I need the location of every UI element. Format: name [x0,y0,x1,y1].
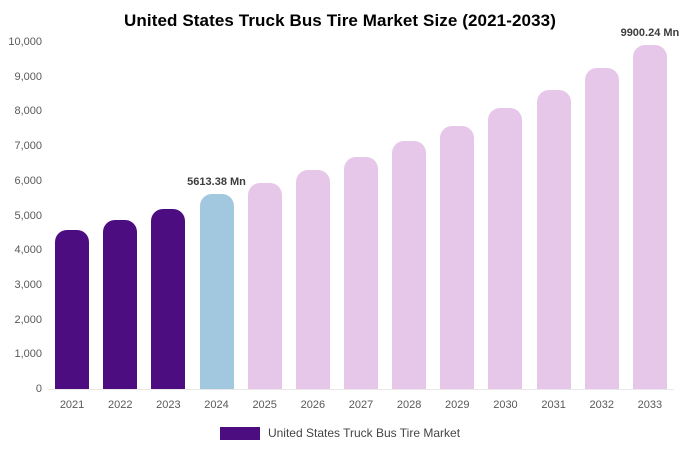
y-axis-tick-label: 9,000 [14,70,42,83]
x-axis-tick-label: 2025 [252,399,277,411]
bar-2026[interactable] [295,170,330,389]
bar-2030[interactable] [488,107,523,389]
y-axis-tick-label: 2,000 [14,313,42,326]
x-axis-tick-label: 2023 [156,399,181,411]
y-axis-tick-label: 1,000 [14,348,42,361]
bar-2033[interactable] [632,45,667,389]
bar-value-annotation: 5613.38 Mn [187,176,246,189]
x-axis-tick-label: 2022 [107,399,133,411]
legend-label: United States Truck Bus Tire Market [267,426,461,440]
y-axis-tick-label: 0 [35,383,42,395]
bar-2028[interactable] [392,141,427,389]
bar-2024[interactable] [199,194,234,389]
x-axis-tick-label: 2027 [348,399,374,411]
bar-2022[interactable] [103,219,138,389]
x-axis-tick-label: 2029 [445,399,470,411]
y-axis-tick-label: 4,000 [14,244,42,257]
y-axis-tick-label: 10,000 [8,36,42,48]
bar-2031[interactable] [536,89,571,389]
chart-title: United States Truck Bus Tire Market Size… [124,11,556,30]
y-axis-tick-label: 8,000 [14,105,42,118]
y-axis-tick-label: 7,000 [14,140,42,153]
x-axis-tick-label: 2028 [396,399,422,411]
x-axis-tick-label: 2032 [589,399,614,411]
x-axis-tick-label: 2033 [637,399,663,411]
x-axis-tick-label: 2021 [59,399,85,411]
bar-value-annotation: 9900.24 Mn [620,27,680,40]
bar-2032[interactable] [584,68,619,389]
bar-2027[interactable] [344,156,378,389]
x-axis-tick-label: 2024 [204,399,229,411]
bar-2025[interactable] [247,183,282,389]
bar-2023[interactable] [151,208,186,389]
legend: United States Truck Bus Tire Market [0,426,680,440]
bar-2021[interactable] [55,230,90,389]
x-axis-tick-label: 2031 [541,399,566,411]
bar-2029[interactable] [440,125,475,389]
x-axis-tick-label: 2026 [300,399,326,411]
x-axis-line [48,389,674,390]
x-axis-tick-label: 2030 [493,399,518,411]
legend-swatch [219,426,260,440]
y-axis-tick-label: 3,000 [14,278,42,291]
y-axis-tick-label: 6,000 [14,174,42,187]
y-axis-tick-label: 5,000 [14,209,42,222]
